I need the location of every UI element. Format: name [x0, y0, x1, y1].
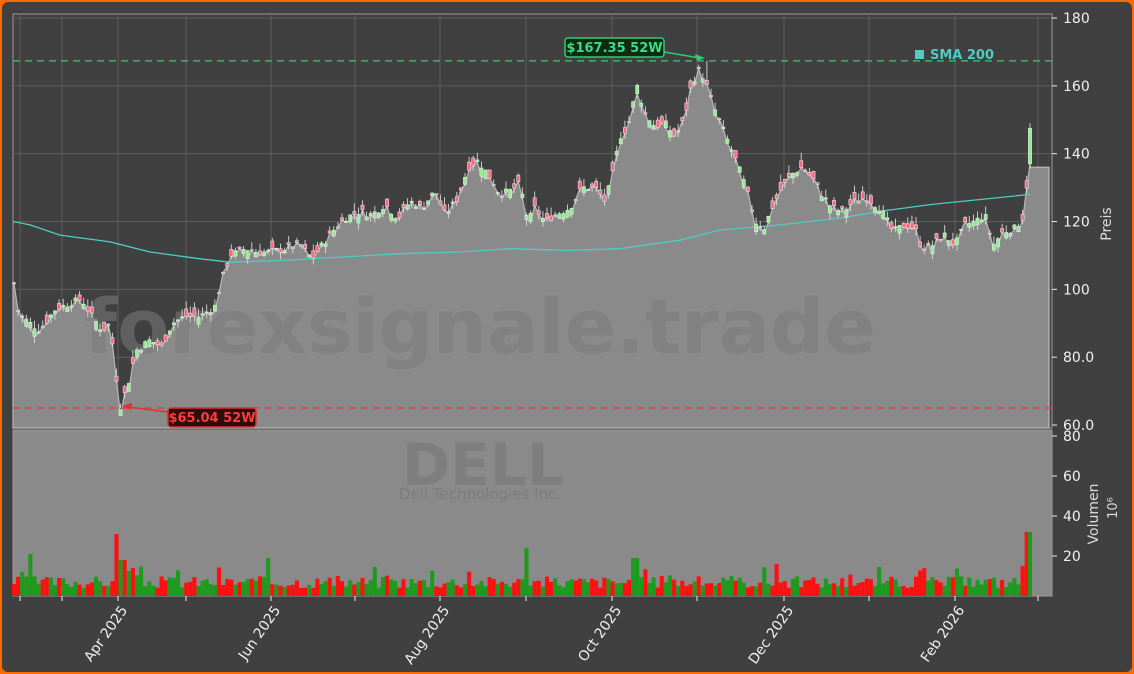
svg-text:forexsignale.trade: forexsignale.trade	[84, 282, 876, 371]
svg-text:SMA 200: SMA 200	[930, 48, 994, 63]
svg-text:180: 180	[1063, 11, 1090, 27]
svg-text:Dec 2025: Dec 2025	[746, 603, 798, 667]
svg-text:80.0: 80.0	[1063, 350, 1094, 366]
svg-text:Volumen: Volumen	[1086, 484, 1102, 545]
svg-text:DELL: DELL	[402, 431, 564, 499]
svg-text:Oct 2025: Oct 2025	[575, 603, 625, 665]
svg-text:Jun 2025: Jun 2025	[235, 603, 284, 664]
svg-text:Apr 2025: Apr 2025	[81, 603, 131, 665]
svg-text:20: 20	[1063, 549, 1081, 565]
svg-text:60.0: 60.0	[1063, 418, 1094, 434]
svg-text:Feb 2026: Feb 2026	[918, 603, 968, 665]
svg-text:Aug 2025: Aug 2025	[401, 603, 453, 667]
svg-text:120: 120	[1063, 215, 1090, 231]
svg-text:100: 100	[1063, 282, 1090, 298]
svg-text:140: 140	[1063, 147, 1090, 163]
svg-text:40: 40	[1063, 509, 1081, 525]
svg-text:10⁶: 10⁶	[1106, 497, 1121, 519]
svg-text:$167.35 52W: $167.35 52W	[566, 41, 662, 56]
svg-text:80: 80	[1063, 429, 1081, 445]
svg-text:Dell Technologies Inc.: Dell Technologies Inc.	[399, 485, 561, 503]
candlesticks	[12, 60, 1032, 416]
sma-200-line	[12, 193, 1031, 263]
volume-bars	[11, 532, 1033, 596]
svg-text:160: 160	[1063, 79, 1090, 95]
annotations: $167.35 52W $65.04 52W SMA 200	[122, 37, 994, 428]
axes	[19, 17, 1057, 601]
svg-text:Preis: Preis	[1099, 207, 1115, 240]
svg-text:60: 60	[1063, 469, 1081, 485]
svg-text:$65.04 52W: $65.04 52W	[168, 411, 255, 426]
